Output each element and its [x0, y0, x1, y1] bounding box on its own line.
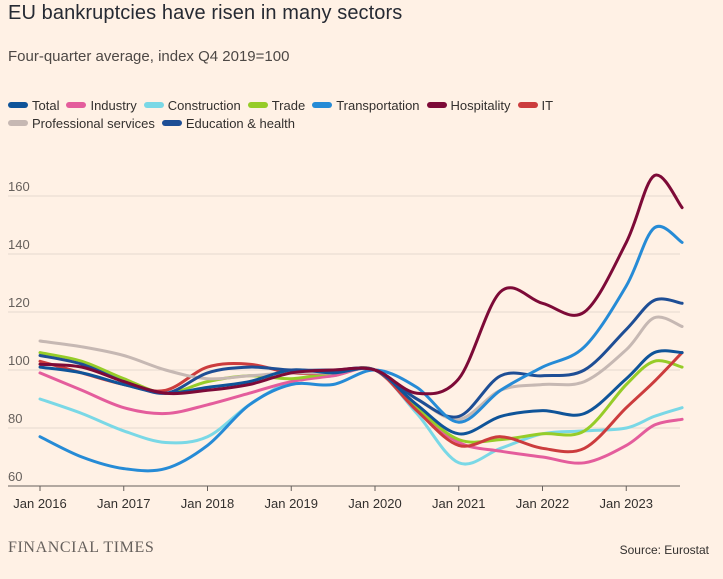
series-line-hospitality	[38, 173, 684, 396]
legend-label: Hospitality	[450, 97, 511, 113]
y-tick-label: 140	[8, 237, 30, 252]
legend-swatch	[8, 102, 28, 108]
x-tick-label: Jan 2016	[13, 496, 67, 511]
legend-item: Hospitality	[426, 97, 511, 113]
legend-item: Education & health	[161, 115, 295, 131]
y-tick-label: 80	[8, 411, 22, 426]
legend-label: Education & health	[185, 115, 295, 131]
legend-swatch	[8, 120, 28, 126]
y-tick-label: 160	[8, 179, 30, 194]
legend-label: Industry	[90, 97, 137, 113]
legend-label: Construction	[167, 97, 241, 113]
source-note: Source: Eurostat	[619, 543, 709, 557]
legend-item: Total	[8, 97, 59, 113]
legend-swatch	[312, 102, 333, 108]
legend-swatch	[161, 120, 182, 126]
x-tick-label: Jan 2018	[181, 496, 235, 511]
legend-swatch	[247, 102, 268, 108]
legend-item: Construction	[143, 97, 241, 113]
x-tick-label: Jan 2023	[600, 496, 654, 511]
legend-label: Transportation	[336, 97, 420, 113]
ft-logo: FINANCIAL TIMES	[8, 539, 155, 556]
x-tick-label: Jan 2022	[516, 496, 570, 511]
legend-item: IT	[517, 97, 554, 113]
legend-item: Professional services	[8, 115, 155, 131]
chart-title: EU bankruptcies have risen in many secto…	[8, 2, 403, 24]
y-tick-label: 60	[8, 469, 22, 484]
series-line-education-health	[38, 297, 684, 419]
chart-legend: Total Industry Construction Trade Transporta…	[8, 97, 708, 131]
legend-item: Trade	[247, 97, 306, 113]
chart-subtitle: Four-quarter average, index Q4 2019=100	[8, 48, 290, 65]
legend-swatch	[517, 102, 538, 108]
legend-label: IT	[541, 97, 554, 113]
y-tick-label: 100	[8, 353, 30, 368]
legend-swatch	[143, 102, 164, 108]
x-tick-label: Jan 2017	[97, 496, 151, 511]
x-tick-label: Jan 2019	[265, 496, 319, 511]
legend-label: Total	[32, 97, 60, 113]
legend-swatch	[426, 102, 447, 108]
x-tick-label: Jan 2020	[348, 496, 402, 511]
legend-label: Trade	[271, 97, 306, 113]
legend-item: Transportation	[312, 97, 420, 113]
x-tick-label: Jan 2021	[432, 496, 486, 511]
series-line-total	[38, 349, 684, 436]
series-line-trade	[38, 351, 684, 444]
y-tick-label: 120	[8, 295, 30, 310]
legend-label: Professional services	[32, 115, 155, 131]
legend-swatch	[66, 102, 87, 108]
legend-item: Industry	[66, 97, 137, 113]
